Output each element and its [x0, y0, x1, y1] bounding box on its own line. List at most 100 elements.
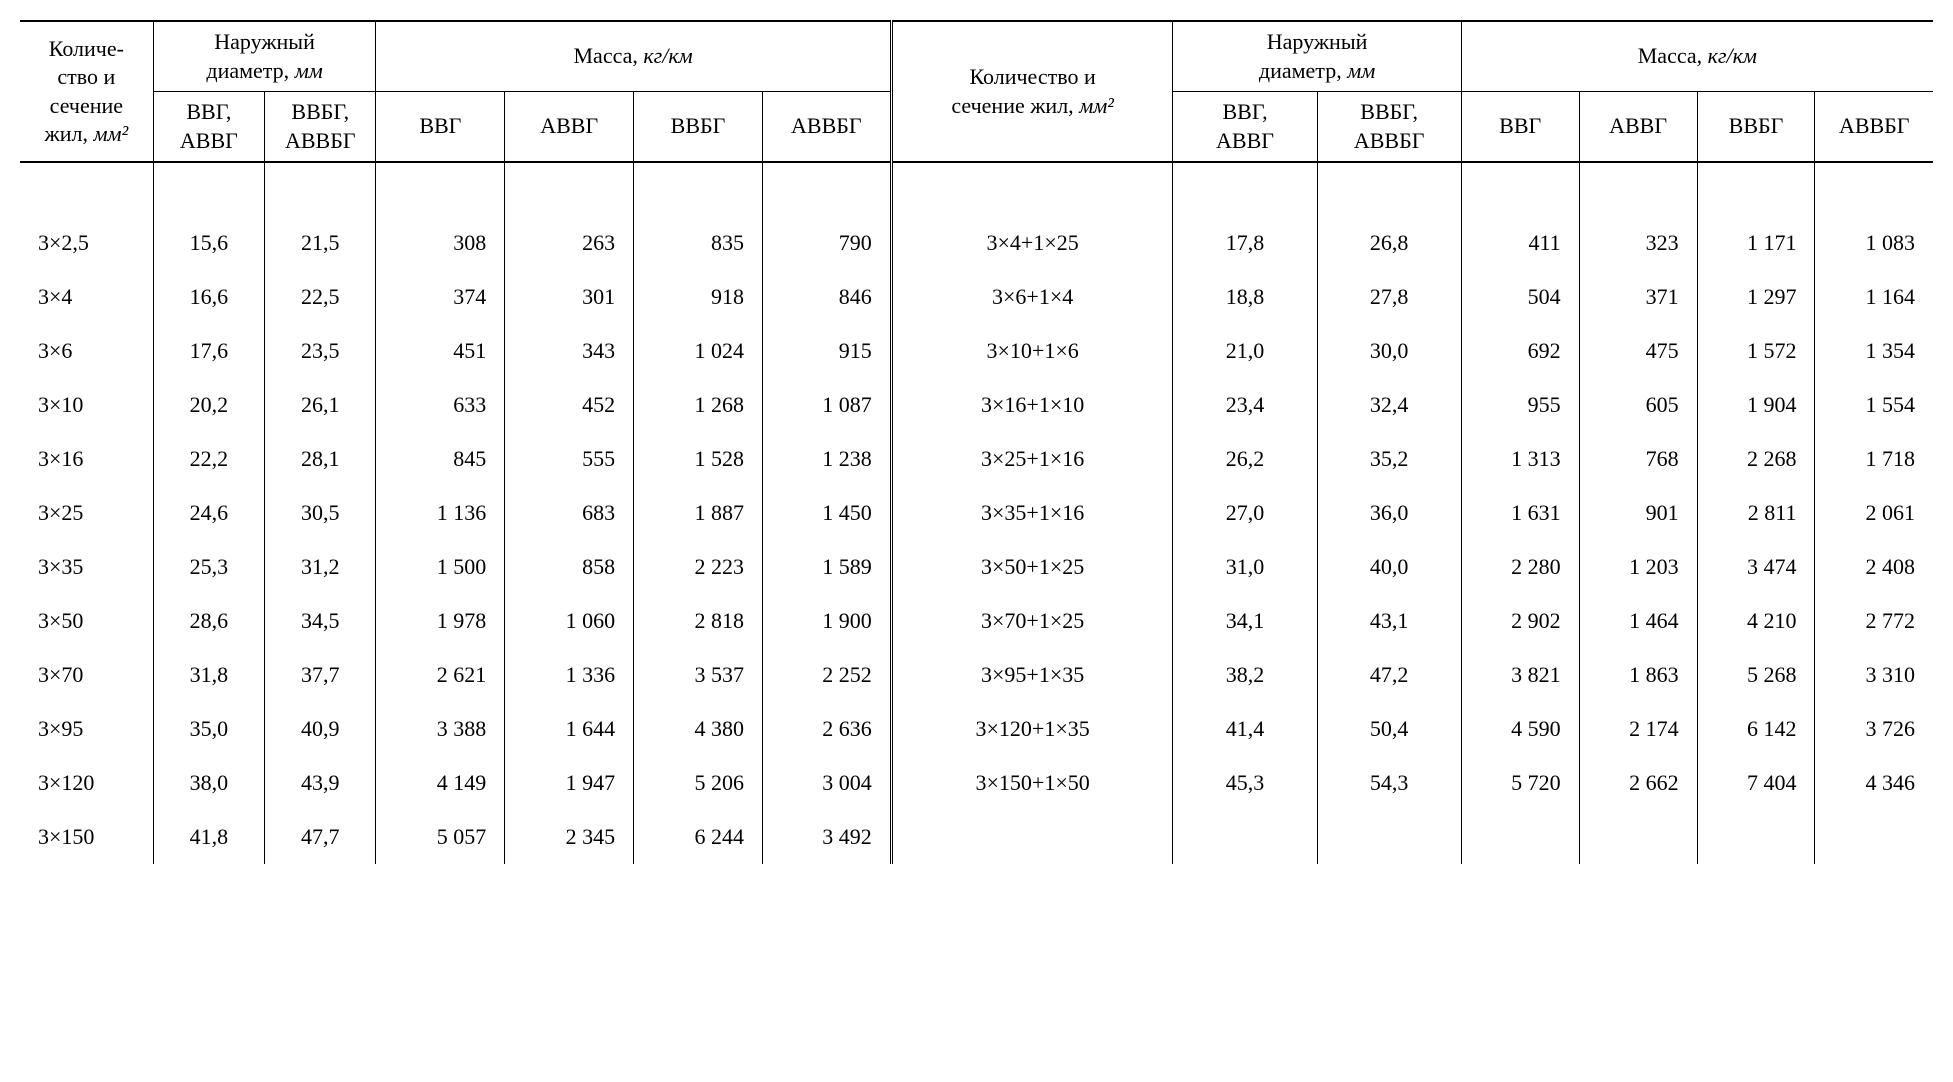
- table-row: 3×416,622,53743019188463×6+1×418,827,850…: [20, 270, 1933, 324]
- table-cell: 28,6: [153, 594, 264, 648]
- table-cell: 1 164: [1815, 270, 1933, 324]
- table-cell: 35,0: [153, 702, 264, 756]
- table-cell: 3×2,5: [20, 216, 153, 270]
- table-cell: 4 380: [634, 702, 763, 756]
- table-cell: [891, 810, 1173, 864]
- cable-spec-table-wrapper: Количе-ство исечениежил, мм² Наружныйдиа…: [20, 20, 1933, 864]
- table-cell: 475: [1579, 324, 1697, 378]
- table-cell: 54,3: [1317, 756, 1461, 810]
- table-cell: 451: [376, 324, 505, 378]
- hdr-sub-vvbg-avvbg-l: ВВБГ,АВВБГ: [265, 92, 376, 163]
- table-cell: 37,7: [265, 648, 376, 702]
- table-cell: 3×95+1×35: [891, 648, 1173, 702]
- table-body: 3×2,515,621,53082638357903×4+1×2517,826,…: [20, 162, 1933, 864]
- table-row: 3×15041,847,75 0572 3456 2443 492: [20, 810, 1933, 864]
- table-cell: 22,5: [265, 270, 376, 324]
- hdr-qty-section-left: Количе-ство исечениежил, мм²: [20, 21, 153, 162]
- table-cell: 2 621: [376, 648, 505, 702]
- table-cell: 1 313: [1461, 432, 1579, 486]
- table-cell: 43,9: [265, 756, 376, 810]
- table-row: 3×9535,040,93 3881 6444 3802 6363×120+1×…: [20, 702, 1933, 756]
- table-cell: 915: [762, 324, 891, 378]
- table-cell: 3 821: [1461, 648, 1579, 702]
- table-cell: 1 354: [1815, 324, 1933, 378]
- table-cell: 1 863: [1579, 648, 1697, 702]
- table-cell: 858: [505, 540, 634, 594]
- table-cell: 17,6: [153, 324, 264, 378]
- table-cell: 918: [634, 270, 763, 324]
- table-cell: 3×10: [20, 378, 153, 432]
- table-cell: 1 136: [376, 486, 505, 540]
- table-cell: 2 174: [1579, 702, 1697, 756]
- table-cell: 3×70+1×25: [891, 594, 1173, 648]
- table-cell: 6 244: [634, 810, 763, 864]
- table-cell: 846: [762, 270, 891, 324]
- table-cell: 1 631: [1461, 486, 1579, 540]
- table-cell: 3×16: [20, 432, 153, 486]
- table-cell: 31,2: [265, 540, 376, 594]
- table-cell: 28,1: [265, 432, 376, 486]
- table-cell: 3 492: [762, 810, 891, 864]
- hdr-outer-diameter-left: Наружныйдиаметр, мм: [153, 21, 376, 92]
- table-cell: 3×70: [20, 648, 153, 702]
- table-cell: 901: [1579, 486, 1697, 540]
- table-cell: 36,0: [1317, 486, 1461, 540]
- table-cell: 26,2: [1173, 432, 1317, 486]
- table-cell: 3×50+1×25: [891, 540, 1173, 594]
- table-cell: 790: [762, 216, 891, 270]
- table-cell: 38,2: [1173, 648, 1317, 702]
- table-cell: 35,2: [1317, 432, 1461, 486]
- table-cell: 18,8: [1173, 270, 1317, 324]
- table-cell: 5 720: [1461, 756, 1579, 810]
- table-cell: 3×6: [20, 324, 153, 378]
- table-cell: 2 252: [762, 648, 891, 702]
- table-cell: 605: [1579, 378, 1697, 432]
- hdr-sub-avvbg-r: АВВБГ: [1815, 92, 1933, 163]
- table-cell: 2 223: [634, 540, 763, 594]
- table-cell: 301: [505, 270, 634, 324]
- hdr-sub-vvbg-l: ВВБГ: [634, 92, 763, 163]
- table-row: 3×5028,634,51 9781 0602 8181 9003×70+1×2…: [20, 594, 1933, 648]
- table-cell: 2 772: [1815, 594, 1933, 648]
- table-cell: 2 662: [1579, 756, 1697, 810]
- table-cell: 504: [1461, 270, 1579, 324]
- table-cell: 50,4: [1317, 702, 1461, 756]
- table-cell: 1 464: [1579, 594, 1697, 648]
- table-cell: 38,0: [153, 756, 264, 810]
- table-cell: [1317, 810, 1461, 864]
- hdr-sub-avvg-r: АВВГ: [1579, 92, 1697, 163]
- table-cell: 26,8: [1317, 216, 1461, 270]
- table-cell: 2 818: [634, 594, 763, 648]
- table-cell: 1 171: [1697, 216, 1815, 270]
- table-cell: 1 500: [376, 540, 505, 594]
- hdr-qty-section-right: Количество исечение жил, мм²: [891, 21, 1173, 162]
- table-cell: 45,3: [1173, 756, 1317, 810]
- table-cell: 17,8: [1173, 216, 1317, 270]
- table-row: 3×12038,043,94 1491 9475 2063 0043×150+1…: [20, 756, 1933, 810]
- table-cell: 1 947: [505, 756, 634, 810]
- table-cell: 40,0: [1317, 540, 1461, 594]
- table-cell: 23,5: [265, 324, 376, 378]
- table-cell: 6 142: [1697, 702, 1815, 756]
- cable-spec-table: Количе-ство исечениежил, мм² Наружныйдиа…: [20, 20, 1933, 864]
- table-cell: 1 900: [762, 594, 891, 648]
- table-cell: 23,4: [1173, 378, 1317, 432]
- table-cell: 1 238: [762, 432, 891, 486]
- table-cell: 3×150: [20, 810, 153, 864]
- table-cell: 3×16+1×10: [891, 378, 1173, 432]
- table-cell: 5 206: [634, 756, 763, 810]
- table-cell: 263: [505, 216, 634, 270]
- table-cell: 1 718: [1815, 432, 1933, 486]
- hdr-sub-vvg-avvg-r: ВВГ,АВВГ: [1173, 92, 1317, 163]
- table-cell: 1 336: [505, 648, 634, 702]
- table-cell: 1 060: [505, 594, 634, 648]
- table-cell: 2 902: [1461, 594, 1579, 648]
- table-cell: 31,0: [1173, 540, 1317, 594]
- table-cell: 47,2: [1317, 648, 1461, 702]
- table-row: 3×1622,228,18455551 5281 2383×25+1×1626,…: [20, 432, 1933, 486]
- table-cell: 15,6: [153, 216, 264, 270]
- table-cell: 835: [634, 216, 763, 270]
- table-cell: 34,1: [1173, 594, 1317, 648]
- table-cell: 323: [1579, 216, 1697, 270]
- table-cell: 16,6: [153, 270, 264, 324]
